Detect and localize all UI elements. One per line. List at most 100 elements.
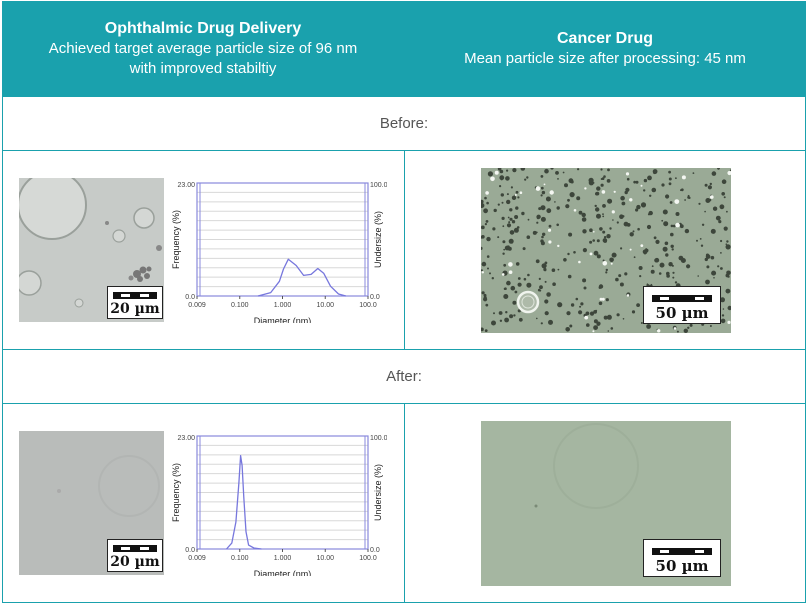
particle bbox=[662, 209, 668, 215]
particle bbox=[593, 325, 598, 330]
particle bbox=[616, 221, 619, 224]
particle bbox=[505, 311, 508, 314]
particle bbox=[503, 248, 506, 251]
particle bbox=[596, 239, 600, 243]
particle bbox=[567, 198, 570, 202]
particle bbox=[669, 201, 673, 204]
particle bbox=[562, 171, 565, 174]
particle bbox=[486, 255, 490, 258]
particle bbox=[507, 216, 510, 219]
particle bbox=[544, 311, 549, 316]
particle bbox=[661, 183, 665, 187]
particle bbox=[497, 203, 500, 206]
particle bbox=[729, 169, 731, 172]
particle bbox=[503, 263, 507, 267]
particle bbox=[568, 232, 573, 237]
after-ophthalmic-texture bbox=[57, 455, 160, 517]
particle bbox=[521, 211, 525, 216]
particle bbox=[504, 317, 509, 323]
particle bbox=[481, 235, 483, 239]
particle bbox=[541, 190, 546, 195]
particle bbox=[603, 239, 607, 243]
particle bbox=[499, 185, 502, 188]
scale-bar-label: 50 µm bbox=[655, 304, 709, 322]
particle bbox=[710, 255, 715, 260]
bright-particle bbox=[584, 187, 587, 190]
particle bbox=[712, 206, 718, 211]
particle bbox=[544, 168, 549, 174]
particle bbox=[570, 180, 574, 184]
y2-tick-label: 100.0 bbox=[370, 435, 387, 442]
y-tick-label: 23.00 bbox=[177, 182, 195, 189]
particle bbox=[581, 217, 587, 222]
particle bbox=[595, 191, 600, 196]
particle bbox=[592, 239, 595, 242]
particle bbox=[507, 246, 512, 251]
scale-bar-label: 20 µm bbox=[110, 554, 160, 570]
scale-bar-50um: 50 µm bbox=[643, 286, 721, 324]
particle bbox=[483, 208, 488, 214]
particle bbox=[596, 254, 601, 259]
particle bbox=[510, 285, 516, 291]
particle bbox=[713, 277, 715, 279]
particle bbox=[567, 274, 572, 279]
particle bbox=[600, 183, 604, 187]
x-tick-label: 100.0 bbox=[359, 555, 377, 562]
particle bbox=[504, 287, 507, 290]
particle bbox=[583, 286, 587, 290]
particle bbox=[492, 227, 496, 231]
bright-particle bbox=[629, 198, 633, 202]
particle bbox=[514, 215, 519, 219]
particle bbox=[602, 215, 605, 218]
particle bbox=[484, 223, 487, 226]
particle bbox=[499, 169, 504, 174]
particle bbox=[506, 169, 509, 172]
particle bbox=[596, 323, 600, 326]
particle bbox=[610, 327, 614, 330]
scale-bar-graphic bbox=[652, 295, 712, 302]
bright-particle bbox=[494, 170, 499, 175]
particle bbox=[598, 284, 604, 289]
particle bbox=[483, 293, 487, 297]
particle bbox=[506, 199, 511, 205]
bright-particle bbox=[710, 195, 714, 199]
particle bbox=[540, 194, 543, 197]
x-tick-label: 10.00 bbox=[316, 555, 334, 562]
y-axis-label: Frequency (%) bbox=[171, 210, 181, 269]
particle bbox=[602, 259, 605, 262]
particle bbox=[658, 272, 662, 275]
scale-bar-label: 20 µm bbox=[110, 301, 160, 317]
particle bbox=[600, 178, 603, 180]
particle bbox=[582, 278, 587, 283]
particle bbox=[540, 186, 544, 190]
particle bbox=[544, 280, 547, 283]
bright-particle bbox=[535, 186, 541, 191]
before-ophthalmic-cell: 20 µm 0.009 0.100 1.000 10.00 100.0 23.00 0.0 1… bbox=[2, 150, 405, 350]
particle bbox=[727, 305, 731, 311]
particle bbox=[668, 262, 673, 267]
particle bbox=[499, 319, 503, 322]
bright-particle bbox=[727, 320, 731, 324]
particle bbox=[624, 272, 628, 276]
bright-particle bbox=[599, 297, 603, 301]
particle bbox=[721, 314, 725, 317]
bright-particle bbox=[592, 330, 595, 333]
y-tick-label: 23.00 bbox=[177, 435, 195, 442]
after-label: After: bbox=[2, 349, 806, 404]
y-tick-label: 0.0 bbox=[185, 294, 195, 301]
particle bbox=[612, 219, 614, 221]
particle bbox=[725, 243, 728, 245]
y-tick-label: 0.0 bbox=[185, 547, 195, 554]
bright-particle bbox=[613, 190, 616, 193]
bright-particle bbox=[490, 176, 495, 182]
particle bbox=[602, 204, 606, 208]
particle bbox=[672, 276, 675, 279]
bright-particle bbox=[640, 244, 644, 247]
particle bbox=[670, 232, 674, 237]
particle bbox=[546, 292, 551, 297]
particle bbox=[653, 236, 657, 240]
particle bbox=[675, 212, 680, 216]
particle bbox=[565, 327, 570, 332]
particle bbox=[662, 246, 668, 252]
particle bbox=[527, 273, 530, 277]
